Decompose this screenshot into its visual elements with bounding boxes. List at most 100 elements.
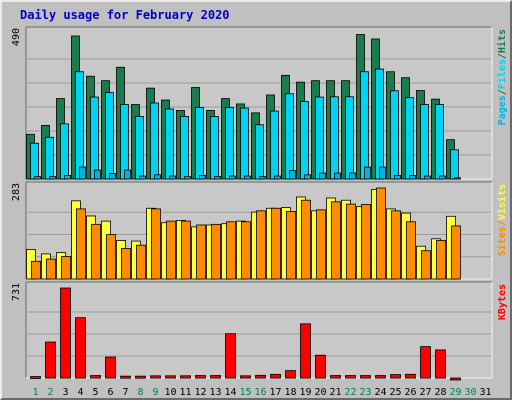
chart-title: Daily usage for February 2020: [20, 8, 230, 22]
bar-sites: [136, 244, 146, 280]
bar-files: [30, 142, 39, 180]
x-tick-label: 22: [344, 387, 356, 398]
bar-sites: [46, 258, 56, 280]
x-tick-label: 20: [314, 387, 326, 398]
bar-pages: [49, 176, 56, 180]
bar-files: [435, 104, 444, 180]
bar-kbytes: [45, 341, 56, 379]
bar-files: [450, 149, 459, 180]
bar-files: [120, 104, 129, 180]
bar-files: [90, 96, 99, 180]
x-tick-label: 25: [389, 387, 401, 398]
x-tick-label: 21: [329, 387, 341, 398]
bar-kbytes: [285, 370, 296, 379]
bar-files: [285, 93, 294, 180]
legend: KBytes: [497, 284, 508, 320]
bar-sites: [196, 224, 206, 280]
x-tick-label: 19: [299, 387, 311, 398]
x-tick-label: 31: [479, 387, 491, 398]
bar-kbytes: [375, 375, 386, 379]
bar-sites: [76, 208, 86, 280]
legend: Pages/Files/Hits: [496, 29, 508, 125]
bar-files: [60, 123, 69, 180]
x-tick-label: 3: [62, 387, 68, 398]
bar-files: [360, 71, 369, 180]
bar-pages: [94, 169, 101, 180]
bar-sites: [61, 256, 71, 280]
x-tick-label: 28: [434, 387, 446, 398]
bar-pages: [409, 175, 416, 180]
bar-sites: [301, 199, 311, 280]
bar-files: [150, 102, 159, 180]
bar-sites: [166, 220, 176, 280]
bar-files: [210, 116, 219, 180]
bar-pages: [424, 175, 431, 180]
bar-sites: [181, 220, 191, 280]
bar-kbytes: [405, 373, 416, 379]
bar-pages: [379, 166, 386, 180]
bar-kbytes: [345, 375, 356, 379]
bar-pages: [199, 175, 206, 180]
bar-kbytes: [240, 375, 251, 379]
legend-item: KBytes: [497, 284, 508, 320]
bar-files: [315, 96, 324, 180]
bar-pages: [109, 173, 116, 180]
bar-files: [405, 97, 414, 180]
bar-kbytes: [90, 375, 101, 379]
bar-sites: [241, 221, 251, 280]
bar-sites: [436, 240, 446, 280]
x-tick-label: 26: [404, 387, 416, 398]
bar-pages: [139, 175, 146, 180]
x-tick-label: 24: [374, 387, 386, 398]
bar-pages: [154, 174, 161, 180]
bar-sites: [106, 234, 116, 280]
x-tick-label: 8: [137, 387, 143, 398]
bar-sites: [31, 260, 41, 280]
bar-kbytes: [300, 323, 311, 379]
x-tick-label: 4: [77, 387, 83, 398]
bar-kbytes: [105, 356, 116, 379]
bar-sites: [391, 210, 401, 280]
legend-item: Visits: [496, 184, 508, 220]
bar-sites: [451, 225, 461, 280]
bar-files: [345, 96, 354, 180]
bar-files: [165, 108, 174, 180]
x-tick-label: 12: [194, 387, 206, 398]
x-tick-label: 5: [92, 387, 98, 398]
bar-pages: [394, 175, 401, 180]
bar-pages: [259, 176, 266, 180]
bar-sites: [361, 203, 371, 280]
y-max-label: 283: [11, 183, 22, 201]
x-tick-label: 1: [32, 387, 38, 398]
bar-files: [45, 136, 54, 180]
bar-pages: [454, 177, 461, 180]
bar-pages: [244, 175, 251, 180]
legend-item: Files: [496, 59, 508, 89]
bar-kbytes: [150, 375, 161, 379]
bar-pages: [34, 176, 41, 180]
bar-pages: [304, 174, 311, 180]
x-tick-label: 27: [419, 387, 431, 398]
bar-sites: [226, 221, 236, 280]
bar-sites: [421, 250, 431, 280]
x-tick-label: 30: [464, 387, 476, 398]
bar-kbytes: [225, 333, 236, 379]
bar-kbytes: [210, 375, 221, 379]
bar-kbytes: [120, 375, 131, 379]
bar-kbytes: [435, 349, 446, 379]
bar-files: [225, 107, 234, 180]
bar-kbytes: [390, 374, 401, 379]
bar-pages: [124, 169, 131, 180]
bar-files: [75, 71, 84, 180]
bar-kbytes: [315, 354, 326, 379]
bar-pages: [319, 172, 326, 180]
bar-kbytes: [195, 375, 206, 379]
bar-sites: [316, 209, 326, 280]
bar-sites: [256, 210, 266, 280]
x-tick-label: 29: [449, 387, 461, 398]
bar-files: [255, 124, 264, 180]
bar-files: [195, 107, 204, 180]
bar-files: [135, 116, 144, 180]
plot-area: [26, 282, 492, 378]
legend: Sites/Visits: [496, 184, 508, 256]
